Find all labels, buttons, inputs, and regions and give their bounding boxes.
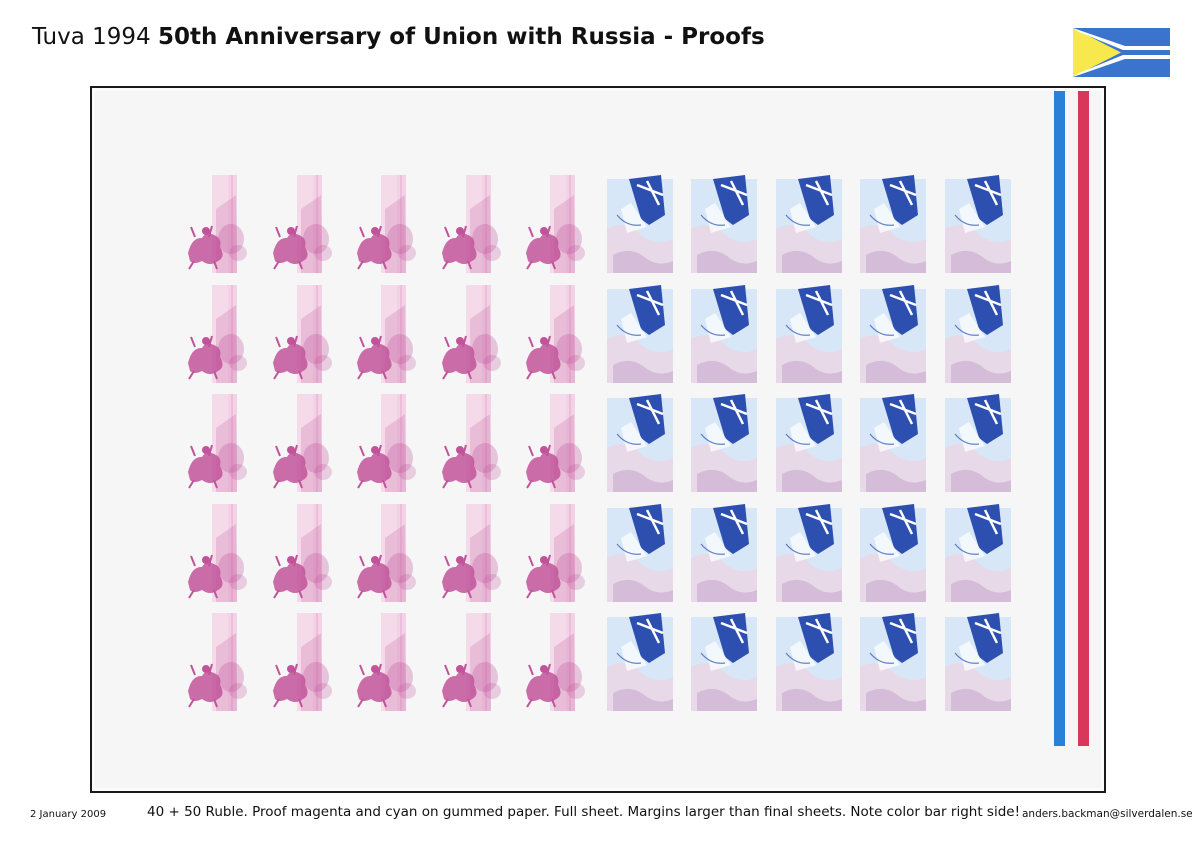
stamp-cyan-proof [860,613,926,711]
stamp-cyan-proof [860,284,926,383]
stamp-cyan-proof [860,503,926,602]
stamp-magenta-proof [353,503,419,602]
stamp-cyan-proof [606,284,673,383]
stamp-magenta-proof [522,503,588,602]
stamp-cyan-proof [775,503,842,602]
footer-caption: 40 + 50 Ruble. Proof magenta and cyan on… [147,804,1020,820]
stamp-magenta-proof [438,613,504,711]
stamp-cyan-proof [606,503,673,602]
stamp-magenta-proof [184,394,250,492]
stamp-cyan-proof [775,284,842,383]
stamp-cyan-proof [944,613,1011,711]
stamp-cyan-proof [606,394,673,492]
stamp-cyan-proof [944,284,1011,383]
stamp-magenta-proof [438,175,504,273]
stamp-cyan-proof [691,394,757,492]
stamp-cyan-proof [691,613,757,711]
stamp-magenta-proof [184,284,250,383]
stamp-cyan-proof [691,284,757,383]
title-country-year: Tuva 1994 [32,24,158,50]
sheet-paper [95,91,1101,788]
stamp-cyan-proof [944,175,1011,273]
stamp-cyan-proof [944,503,1011,602]
stamp-magenta-proof [522,284,588,383]
stamp-magenta-proof [269,503,335,602]
proof-sheet [90,86,1106,793]
stamp-magenta-proof [353,284,419,383]
stamp-magenta-proof [184,613,250,711]
stamp-magenta-proof [269,394,335,492]
tuva-flag-icon [1073,28,1170,77]
stamp-cyan-proof [944,394,1011,492]
stamp-magenta-proof [269,613,335,711]
footer-email: anders.backman@silverdalen.se [1022,808,1193,820]
stamp-magenta-proof [269,284,335,383]
color-bar-red [1078,91,1089,746]
stamp-cyan-proof [775,613,842,711]
stamp-cyan-proof [691,175,757,273]
stamp-magenta-proof [353,613,419,711]
stamp-magenta-proof [438,394,504,492]
stamp-cyan-proof [860,394,926,492]
footer-date: 2 January 2009 [30,809,107,820]
stamp-magenta-proof [522,394,588,492]
stamp-cyan-proof [860,175,926,273]
stamp-magenta-proof [522,175,588,273]
stamp-magenta-proof [184,503,250,602]
stamp-cyan-proof [775,394,842,492]
stamp-cyan-proof [775,175,842,273]
page-title: Tuva 1994 50th Anniversary of Union with… [32,24,765,50]
stamp-magenta-proof [353,175,419,273]
stamp-magenta-proof [438,284,504,383]
stamp-cyan-proof [691,503,757,602]
title-issue-name: 50th Anniversary of Union with Russia - … [158,24,765,50]
stamp-cyan-proof [606,175,673,273]
stamp-cyan-proof [606,613,673,711]
color-bar-blue [1054,91,1065,746]
stamp-magenta-proof [438,503,504,602]
stamp-magenta-proof [184,175,250,273]
stamp-magenta-proof [353,394,419,492]
stamp-magenta-proof [269,175,335,273]
stamp-magenta-proof [522,613,588,711]
